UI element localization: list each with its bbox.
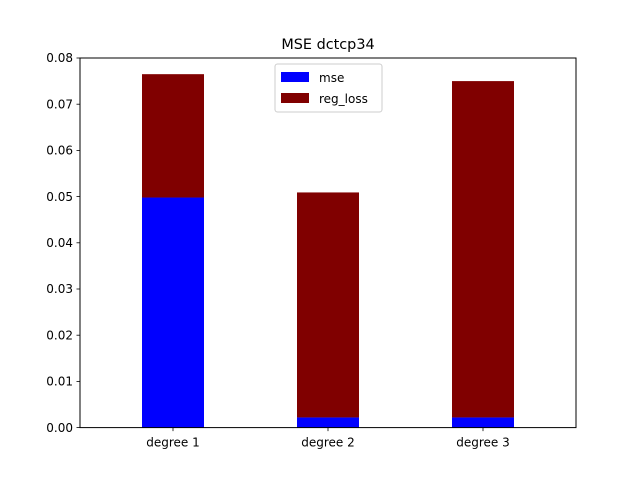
bar-reg-loss-3 (452, 81, 514, 418)
y-tick-label: 0.06 (46, 144, 73, 158)
legend-label-mse: mse (319, 71, 344, 85)
y-tick-label: 0.00 (46, 421, 73, 435)
x-axis: degree 1 degree 2 degree 3 (146, 427, 510, 450)
y-axis: 0.00 0.01 0.02 0.03 0.04 0.05 0.06 0.07 0.08 (46, 51, 80, 435)
y-tick-label: 0.04 (46, 236, 73, 250)
x-tick-label: degree 2 (301, 436, 355, 450)
chart-title: MSE dctcp34 (281, 37, 374, 53)
y-tick-label: 0.03 (46, 282, 73, 296)
y-tick-label: 0.08 (46, 51, 73, 65)
y-tick-label: 0.02 (46, 328, 73, 342)
bar-mse-3 (452, 417, 514, 428)
plot-frame (79, 57, 577, 429)
bar-reg-loss-1 (142, 74, 204, 198)
legend-swatch-mse (281, 72, 309, 82)
y-tick-label: 0.05 (46, 190, 73, 204)
x-tick-label: degree 1 (146, 436, 200, 450)
legend: mse reg_loss (274, 63, 383, 113)
bar-mse-1 (142, 197, 204, 428)
bars-group (142, 74, 514, 428)
y-tick-label: 0.01 (46, 375, 73, 389)
x-tick-label: degree 3 (456, 436, 510, 450)
bar-reg-loss-2 (297, 192, 359, 418)
bar-mse-2 (297, 417, 359, 428)
legend-label-reg-loss: reg_loss (319, 92, 368, 106)
y-tick-label: 0.07 (46, 97, 73, 111)
legend-swatch-reg-loss (281, 93, 309, 103)
